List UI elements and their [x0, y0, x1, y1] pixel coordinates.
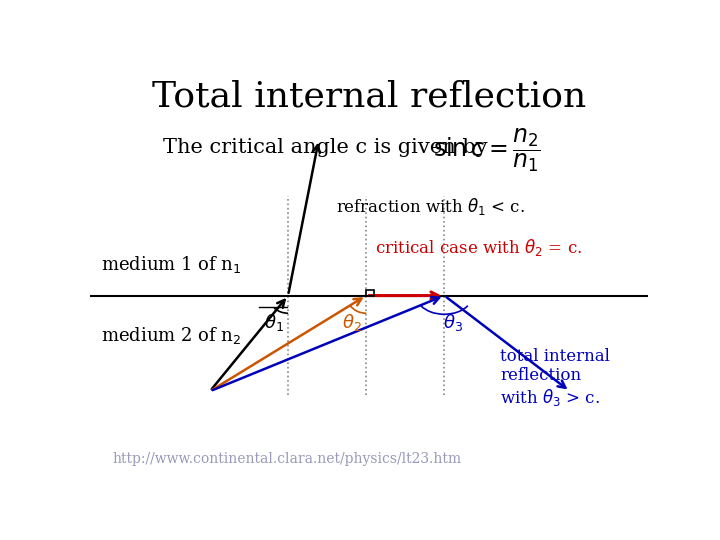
- Text: $\theta_3$: $\theta_3$: [443, 312, 463, 333]
- Text: http://www.continental.clara.net/physics/lt23.htm: http://www.continental.clara.net/physics…: [112, 452, 462, 466]
- Text: refraction with $\theta_1$ < c.: refraction with $\theta_1$ < c.: [336, 195, 524, 217]
- Text: medium 1 of n$_1$: medium 1 of n$_1$: [101, 254, 242, 275]
- Text: total internal
reflection
with $\theta_3$ > c.: total internal reflection with $\theta_3…: [500, 348, 610, 408]
- Text: The critical angle c is given by: The critical angle c is given by: [163, 138, 487, 158]
- Text: $\theta_2$: $\theta_2$: [343, 312, 362, 333]
- Text: $\theta_1$: $\theta_1$: [264, 312, 284, 333]
- Text: medium 2 of n$_2$: medium 2 of n$_2$: [101, 325, 241, 346]
- Text: critical case with $\theta_2$ = c.: critical case with $\theta_2$ = c.: [374, 237, 582, 258]
- Text: $\sin c = \dfrac{n_2}{n_1}$: $\sin c = \dfrac{n_2}{n_1}$: [433, 126, 541, 174]
- Text: Total internal reflection: Total internal reflection: [152, 79, 586, 113]
